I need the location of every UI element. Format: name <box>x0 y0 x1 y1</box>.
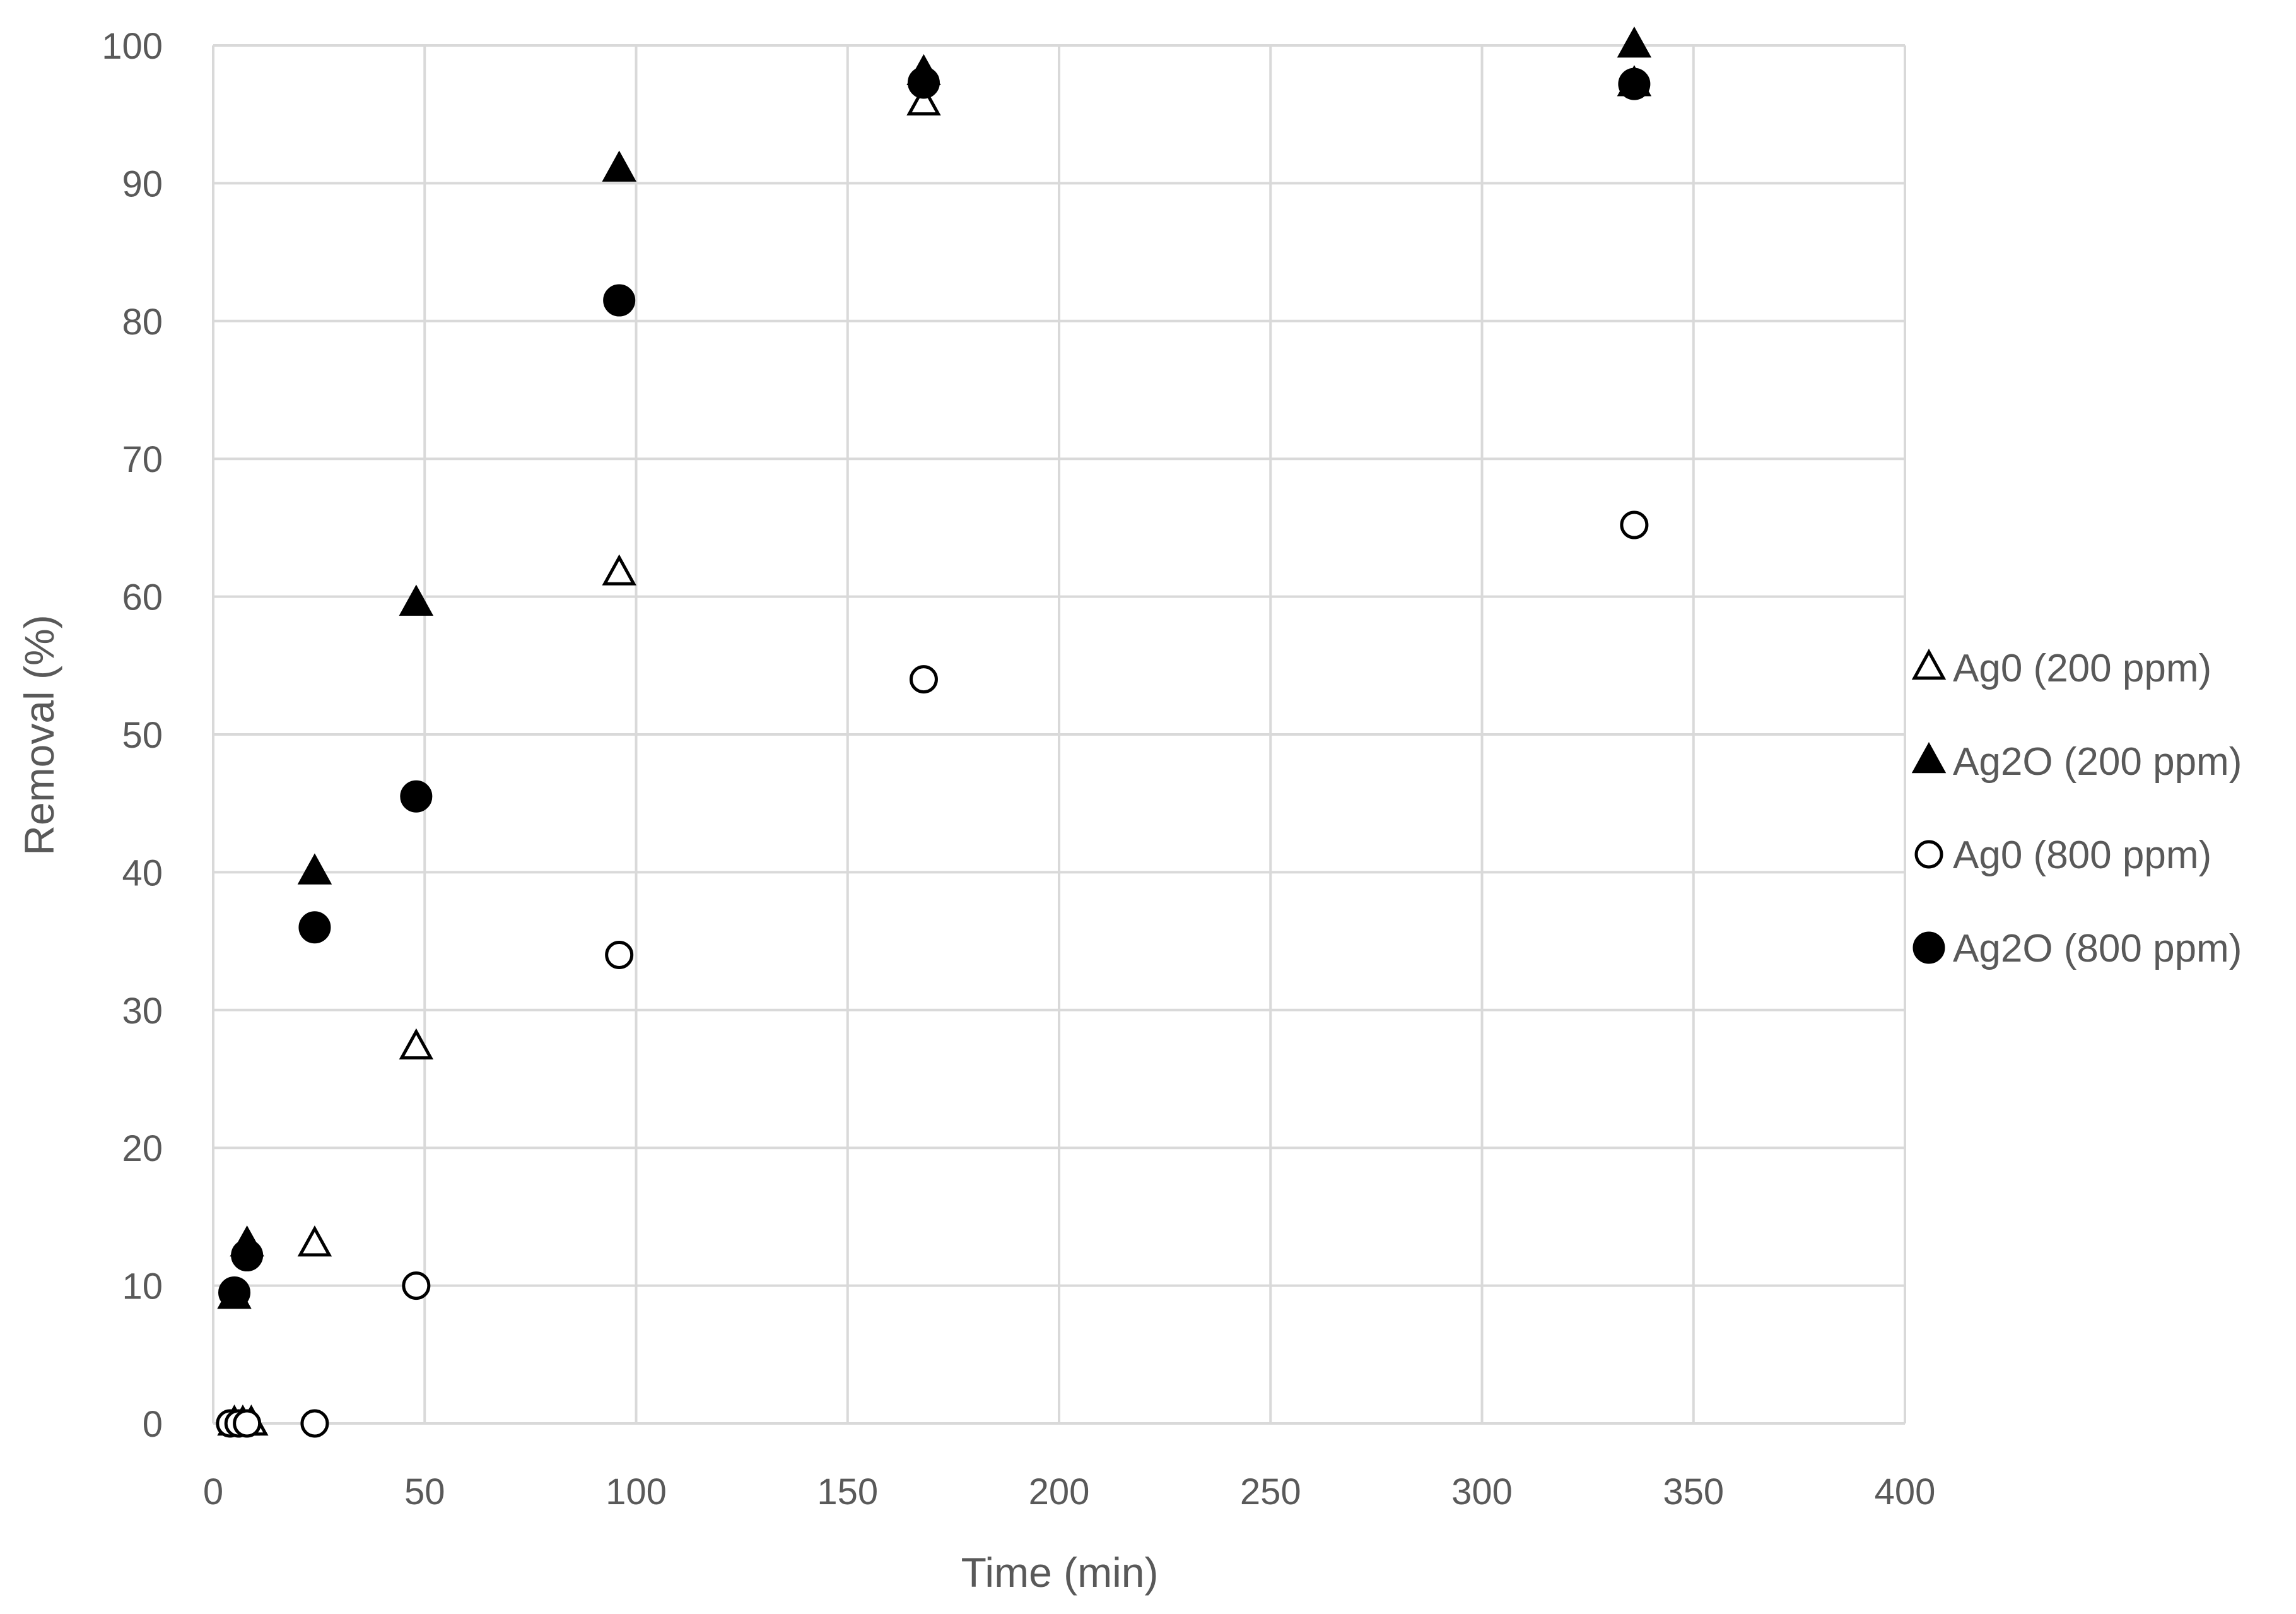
y-tick-label: 10 <box>122 1266 163 1307</box>
legend-marker-series-3 <box>1914 840 1943 869</box>
y-tick-label: 80 <box>122 302 163 343</box>
x-tick-label: 0 <box>203 1471 223 1512</box>
legend-label-series-2: Ag2O (200 ppm) <box>1953 740 2242 784</box>
y-tick-label: 20 <box>122 1128 163 1169</box>
legend-marker-series-1 <box>1911 649 1947 680</box>
y-tick-label: 60 <box>122 577 163 618</box>
x-tick-label: 50 <box>404 1471 445 1512</box>
legend-marker-series-4 <box>1912 931 1945 964</box>
data-point-series-2 <box>297 853 332 885</box>
data-point-series-3 <box>402 1271 431 1300</box>
legend-label-series-1: Ag0 (200 ppm) <box>1953 647 2211 690</box>
gridlines <box>212 44 1906 1425</box>
data-point-series-3 <box>909 665 938 694</box>
x-tick-label: 150 <box>817 1471 878 1512</box>
data-point-series-4 <box>298 911 331 944</box>
x-axis-tick-labels: 0 50 100 150 200 250 300 350 400 <box>203 1471 1936 1512</box>
legend-label-series-3: Ag0 (800 ppm) <box>1953 834 2211 877</box>
data-point-series-4 <box>603 284 636 317</box>
y-tick-label: 0 <box>143 1404 163 1445</box>
y-tick-label: 70 <box>122 439 163 480</box>
data-point-series-1 <box>906 84 941 116</box>
data-point-series-1 <box>602 554 636 586</box>
data-point-series-4 <box>218 1276 251 1309</box>
x-tick-label: 300 <box>1451 1471 1513 1512</box>
x-tick-label: 250 <box>1240 1471 1301 1512</box>
data-point-series-3 <box>1620 510 1649 539</box>
data-point-series-2 <box>1617 27 1652 58</box>
data-point-series-1 <box>297 1225 332 1257</box>
y-axis-tick-labels: 0 10 20 30 40 50 60 70 80 90 100 <box>102 26 163 1445</box>
legend-marker-series-2 <box>1911 742 1947 774</box>
x-tick-label: 350 <box>1663 1471 1724 1512</box>
y-tick-label: 30 <box>122 991 163 1032</box>
data-points <box>216 27 1652 1438</box>
data-point-series-2 <box>399 584 434 616</box>
data-point-series-4 <box>907 66 940 99</box>
x-tick-label: 200 <box>1029 1471 1090 1512</box>
data-point-series-4 <box>231 1239 264 1272</box>
data-point-series-3 <box>233 1409 262 1438</box>
y-tick-label: 40 <box>122 852 163 893</box>
y-tick-label: 50 <box>122 715 163 756</box>
data-point-series-3 <box>605 940 634 969</box>
legend: Ag0 (200 ppm) Ag2O (200 ppm) Ag0 (800 ppm)… <box>1911 647 2242 970</box>
data-point-series-2 <box>602 150 636 182</box>
y-tick-label: 100 <box>102 26 163 67</box>
x-tick-label: 100 <box>606 1471 667 1512</box>
x-axis-title: Time (min) <box>961 1549 1159 1596</box>
x-tick-label: 400 <box>1875 1471 1936 1512</box>
data-point-series-4 <box>1618 68 1651 100</box>
data-point-series-4 <box>400 780 433 813</box>
y-tick-label: 90 <box>122 163 163 204</box>
y-axis-title: Removal (%) <box>16 615 62 855</box>
legend-label-series-4: Ag2O (800 ppm) <box>1953 927 2242 970</box>
data-point-series-3 <box>300 1409 329 1438</box>
data-point-series-1 <box>399 1028 434 1060</box>
